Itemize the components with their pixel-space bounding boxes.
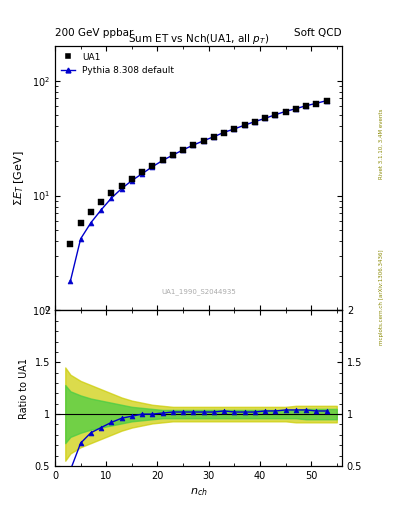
Y-axis label: Ratio to UA1: Ratio to UA1 bbox=[19, 358, 29, 419]
Title: Sum ET vs Nch(UA1, all $p_T$): Sum ET vs Nch(UA1, all $p_T$) bbox=[128, 32, 269, 46]
Text: mcplots.cern.ch [arXiv:1306.3436]: mcplots.cern.ch [arXiv:1306.3436] bbox=[379, 249, 384, 345]
Text: UA1_1990_S2044935: UA1_1990_S2044935 bbox=[161, 289, 236, 295]
Legend: UA1, Pythia 8.308 default: UA1, Pythia 8.308 default bbox=[58, 49, 178, 79]
X-axis label: $n_{ch}$: $n_{ch}$ bbox=[189, 486, 208, 498]
Text: 200 GeV ppbar: 200 GeV ppbar bbox=[55, 28, 133, 38]
Y-axis label: $\Sigma E_T$ [GeV]: $\Sigma E_T$ [GeV] bbox=[13, 151, 26, 206]
Text: Rivet 3.1.10, 3.4M events: Rivet 3.1.10, 3.4M events bbox=[379, 108, 384, 179]
Text: Soft QCD: Soft QCD bbox=[294, 28, 342, 38]
